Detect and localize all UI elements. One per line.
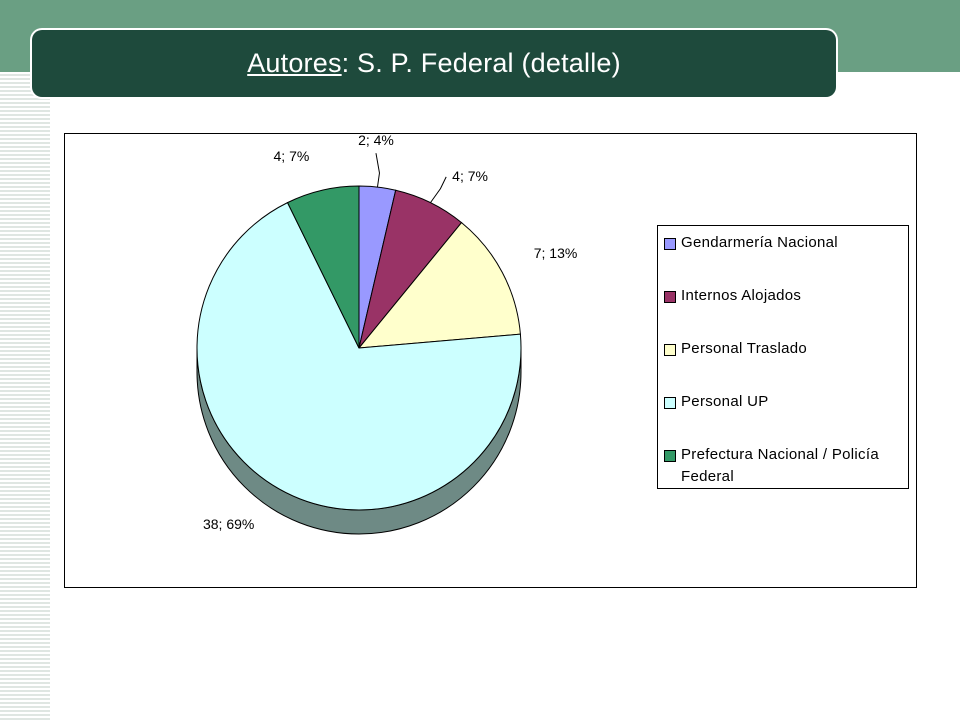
slide-title-underlined: Autores bbox=[247, 48, 342, 78]
chart-area: 2; 4% 4; 7% 7; 13% 38; 69% 4; 7% Gendarmería… bbox=[64, 133, 917, 588]
pie-slice-4 bbox=[286, 185, 360, 349]
pie-slice-3 bbox=[196, 201, 522, 511]
slide-title-rest: : S. P. Federal (detalle) bbox=[341, 48, 621, 78]
legend-label: Internos Alojados bbox=[681, 287, 802, 304]
legend-swatch bbox=[664, 344, 676, 356]
data-label-2: 7; 13% bbox=[534, 245, 578, 261]
legend-item-internos: Internos Alojados bbox=[664, 285, 908, 307]
slide-title: Autores: S. P. Federal (detalle) bbox=[247, 48, 621, 79]
chart-legend: Gendarmería Nacional Internos Alojados P… bbox=[657, 225, 909, 489]
left-stripe-decoration bbox=[0, 72, 50, 720]
legend-swatch bbox=[664, 450, 676, 462]
legend-label: Personal Traslado bbox=[681, 340, 808, 357]
legend-item-gendarmeria: Gendarmería Nacional bbox=[664, 232, 908, 254]
pie-chart: 2; 4% 4; 7% 7; 13% 38; 69% 4; 7% bbox=[196, 134, 578, 535]
legend-item-prefectura: Prefectura Nacional / Policía Federal bbox=[664, 444, 908, 488]
title-bar: Autores: S. P. Federal (detalle) bbox=[32, 30, 836, 97]
legend-label: Gendarmería Nacional bbox=[681, 234, 838, 251]
legend-label: Prefectura Nacional / Policía Federal bbox=[681, 446, 879, 485]
data-label-1: 4; 7% bbox=[452, 168, 488, 184]
legend-label: Personal UP bbox=[681, 393, 769, 410]
legend-swatch bbox=[664, 238, 676, 250]
pie-slice-2 bbox=[357, 221, 521, 349]
legend-swatch bbox=[664, 397, 676, 409]
leader-line-1 bbox=[430, 176, 447, 203]
data-label-0: 2; 4% bbox=[358, 134, 394, 148]
leader-line-0 bbox=[375, 153, 380, 188]
legend-item-traslado: Personal Traslado bbox=[664, 338, 908, 360]
legend-item-personal-up: Personal UP bbox=[664, 391, 908, 413]
legend-swatch bbox=[664, 291, 676, 303]
data-label-3: 38; 69% bbox=[203, 516, 254, 532]
data-label-4: 4; 7% bbox=[274, 148, 310, 164]
